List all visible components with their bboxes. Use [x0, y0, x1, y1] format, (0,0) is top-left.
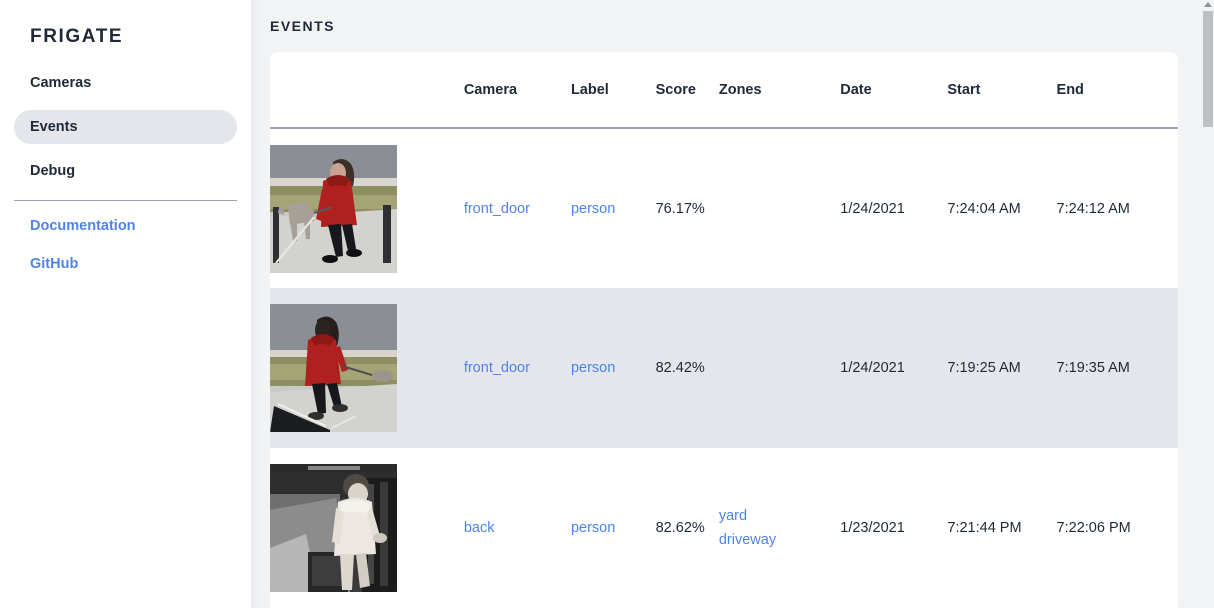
column-header-thumbnail — [270, 52, 464, 128]
event-score-cell: 82.62% — [655, 520, 705, 536]
event-camera-link[interactable]: front_door — [463, 360, 530, 376]
event-end-cell: 7:24:12 AM — [1056, 200, 1130, 217]
event-start-cell: 7:24:04 AM — [947, 200, 1021, 217]
event-thumbnail-cell[interactable] — [270, 448, 464, 608]
vertical-scrollbar[interactable] — [1202, 0, 1214, 608]
event-zones-cell: yard driveway — [719, 448, 840, 608]
event-thumbnail-cell[interactable] — [270, 128, 464, 288]
event-end-cell: 7:19:35 AM — [1056, 288, 1178, 448]
event-date-cell: 1/24/2021 — [840, 200, 905, 217]
column-header-score[interactable]: Score — [655, 81, 696, 98]
scroll-up-arrow-icon[interactable] — [1204, 2, 1212, 7]
event-zones-cell — [719, 128, 840, 288]
table-row[interactable]: front_door person 76.17% 1/24/2021 7:24:… — [270, 128, 1178, 288]
event-date-cell: 1/23/2021 — [840, 520, 905, 536]
event-label-cell: person — [571, 448, 656, 608]
event-zone-link-driveway[interactable]: driveway — [718, 532, 777, 548]
sidebar-link-documentation[interactable]: Documentation — [30, 218, 136, 234]
event-start-cell: 7:19:25 AM — [947, 288, 1057, 448]
sidebar-divider — [14, 200, 237, 201]
event-label-cell: person — [571, 128, 656, 288]
event-camera-link[interactable]: back — [463, 520, 495, 536]
sidebar-nav: Cameras Events Debug Documentation GitHu… — [14, 66, 237, 273]
table-row[interactable]: back person 82.62% yard driveway 1/23/20… — [270, 448, 1178, 608]
event-thumbnail-image[interactable] — [270, 464, 397, 592]
scroll-thumb[interactable] — [1203, 11, 1213, 127]
app-brand-title: FRIGATE — [30, 26, 124, 47]
sidebar-item-events[interactable]: Events — [14, 110, 237, 144]
table-row[interactable]: front_door person 82.42% 1/24/2021 7:19:… — [270, 288, 1178, 448]
event-camera-link[interactable]: front_door — [463, 200, 530, 217]
event-end-cell: 7:22:06 PM — [1056, 520, 1131, 536]
main-content: EVENTS Camera Label Score Zones Date Sta… — [251, 0, 1214, 608]
page-title: EVENTS — [270, 18, 336, 34]
event-label-link[interactable]: person — [570, 360, 616, 376]
event-camera-cell: front_door — [463, 288, 571, 448]
sidebar-item-cameras[interactable]: Cameras — [30, 75, 92, 91]
event-thumbnail-cell[interactable] — [270, 288, 464, 448]
sidebar: FRIGATE Cameras Events Debug Documentati… — [0, 0, 251, 608]
column-header-date[interactable]: Date — [840, 81, 872, 98]
event-camera-cell: back — [464, 448, 571, 608]
column-header-label[interactable]: Label — [570, 81, 609, 98]
event-zone-link-yard[interactable]: yard — [718, 508, 748, 524]
event-camera-cell: front_door — [464, 128, 571, 288]
sidebar-link-github[interactable]: GitHub — [30, 256, 79, 272]
events-table: Camera Label Score Zones Date Start End — [270, 52, 1178, 608]
events-table-head: Camera Label Score Zones Date Start End — [270, 52, 1178, 128]
events-card: Camera Label Score Zones Date Start End — [270, 52, 1178, 608]
event-zones-cell — [718, 288, 841, 448]
event-label-cell: person — [570, 288, 656, 448]
column-header-camera[interactable]: Camera — [463, 81, 518, 98]
events-header-row: Camera Label Score Zones Date Start End — [270, 52, 1178, 128]
event-score-cell: 82.42% — [655, 288, 719, 448]
column-header-end[interactable]: End — [1056, 81, 1084, 98]
event-score-cell: 76.17% — [655, 200, 705, 217]
event-label-link[interactable]: person — [570, 520, 616, 536]
sidebar-item-debug[interactable]: Debug — [30, 163, 76, 179]
column-header-zones[interactable]: Zones — [718, 81, 762, 98]
event-label-link[interactable]: person — [570, 200, 616, 217]
event-start-cell: 7:21:44 PM — [947, 520, 1022, 536]
events-table-body: front_door person 76.17% 1/24/2021 7:24:… — [270, 128, 1178, 608]
event-thumbnail-image[interactable] — [270, 144, 397, 273]
event-thumbnail-image[interactable] — [270, 304, 397, 432]
column-header-start[interactable]: Start — [947, 81, 981, 98]
event-date-cell: 1/24/2021 — [840, 288, 948, 448]
